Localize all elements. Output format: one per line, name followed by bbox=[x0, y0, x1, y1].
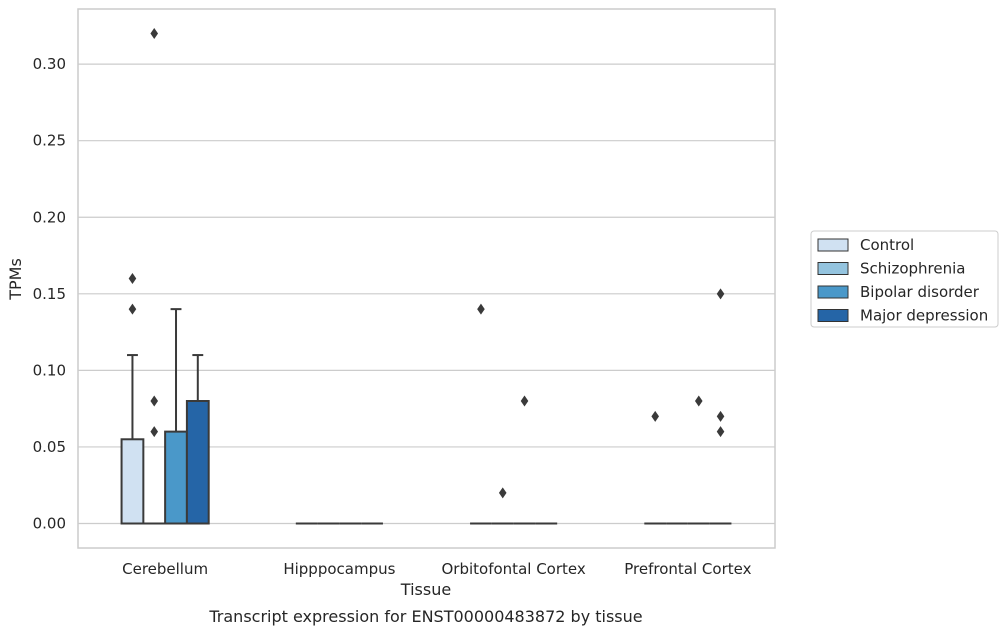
chart-caption: Transcript expression for ENST0000048387… bbox=[208, 607, 642, 626]
y-tick-label: 0.30 bbox=[33, 55, 66, 73]
outlier-marker bbox=[128, 303, 137, 315]
outlier-marker bbox=[477, 303, 485, 315]
outlier-marker bbox=[150, 395, 159, 407]
x-axis-title: Tissue bbox=[400, 580, 451, 599]
x-tick-label: Cerebellum bbox=[122, 560, 208, 578]
legend-swatch bbox=[817, 262, 849, 275]
legend-frame bbox=[810, 230, 999, 328]
x-tick-label: Orbitofontal Cortex bbox=[442, 560, 586, 578]
legend-swatch bbox=[817, 285, 849, 299]
outlier-marker bbox=[651, 410, 660, 422]
plot-frame bbox=[77, 8, 776, 549]
box-plot-series bbox=[120, 28, 732, 525]
y-tick-label: 0.00 bbox=[33, 515, 66, 533]
outlier-marker bbox=[128, 273, 137, 284]
outlier-marker bbox=[150, 426, 159, 438]
outlier-marker bbox=[520, 395, 529, 407]
y-tick-labels: 0.00 0.05 0.10 0.15 0.20 0.25 0.30 bbox=[33, 55, 66, 532]
outlier-marker bbox=[498, 487, 507, 499]
box bbox=[185, 400, 210, 525]
box bbox=[164, 430, 188, 525]
outlier-marker bbox=[716, 426, 725, 438]
y-tick-label: 0.20 bbox=[33, 208, 66, 226]
y-tick-label: 0.25 bbox=[33, 132, 66, 150]
legend-label: Control bbox=[860, 236, 914, 254]
box bbox=[120, 438, 145, 525]
x-tick-labels: Cerebellum Hipppocampus Orbitofontal Corte… bbox=[122, 560, 751, 578]
y-tick-label: 0.05 bbox=[33, 438, 66, 456]
outlier-marker bbox=[716, 410, 725, 422]
y-tick-label: 0.10 bbox=[33, 361, 66, 379]
y-tick-label: 0.15 bbox=[33, 285, 66, 303]
legend: Control Schizophrenia Bipolar disorder Majo… bbox=[810, 230, 999, 328]
legend-swatch bbox=[817, 309, 849, 322]
x-tick-label: Prefrontal Cortex bbox=[624, 560, 751, 578]
x-tick-label: Hipppocampus bbox=[283, 560, 395, 578]
outlier-marker bbox=[694, 395, 703, 407]
legend-label: Bipolar disorder bbox=[860, 283, 980, 301]
outlier-marker bbox=[716, 288, 725, 300]
legend-swatch bbox=[817, 238, 849, 252]
legend-label: Major depression bbox=[860, 307, 988, 325]
y-axis-title: TPMs bbox=[6, 258, 25, 301]
outlier-marker bbox=[150, 28, 159, 39]
legend-label: Schizophrenia bbox=[860, 260, 965, 278]
